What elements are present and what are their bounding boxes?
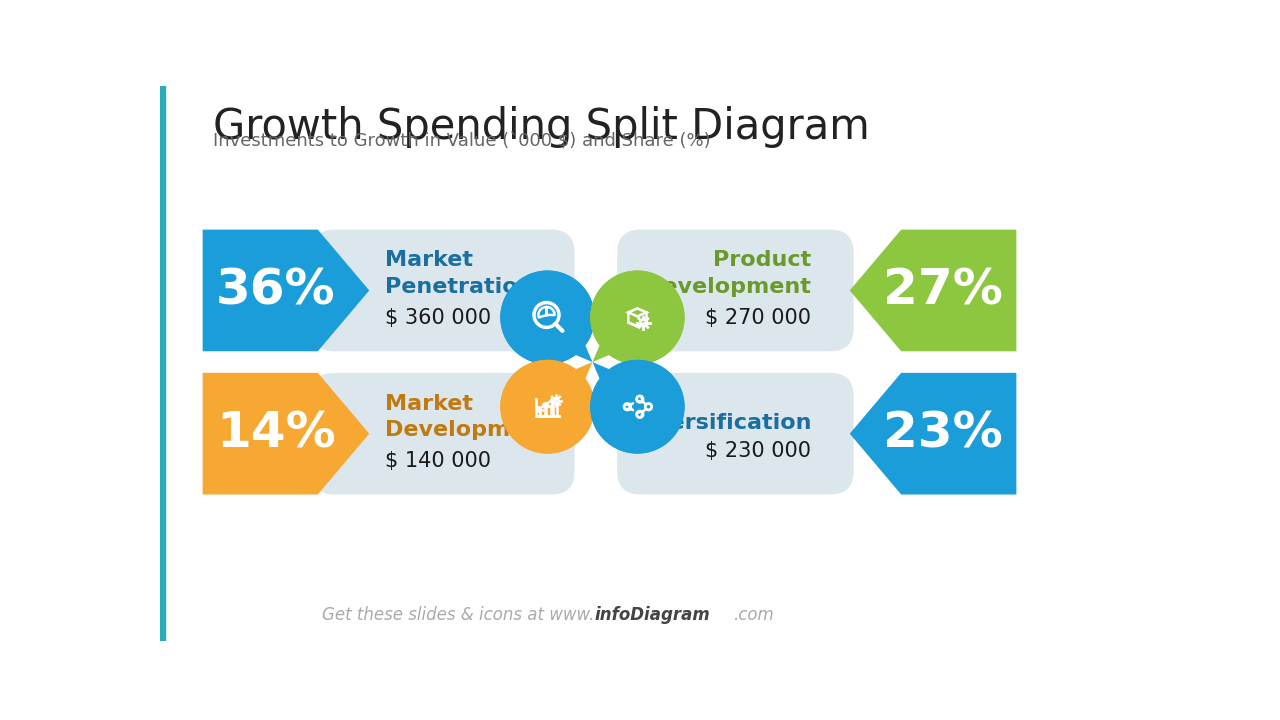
Text: $ 360 000: $ 360 000 (385, 308, 492, 328)
Text: Growth Spending Split Diagram: Growth Spending Split Diagram (212, 106, 869, 148)
Polygon shape (593, 300, 655, 362)
Text: 23%: 23% (883, 410, 1004, 458)
Text: Product
Development: Product Development (644, 251, 812, 297)
Bar (547, 406, 550, 415)
Circle shape (591, 361, 684, 453)
FancyBboxPatch shape (617, 230, 854, 351)
Polygon shape (850, 373, 1016, 495)
Text: 27%: 27% (883, 266, 1004, 315)
Circle shape (591, 271, 684, 364)
Bar (540, 410, 545, 415)
Text: Get these slides & icons at www.: Get these slides & icons at www. (321, 606, 594, 624)
Text: Market
Penetration: Market Penetration (385, 251, 534, 297)
FancyBboxPatch shape (311, 373, 575, 495)
Polygon shape (530, 362, 593, 425)
FancyBboxPatch shape (311, 230, 575, 351)
Text: .com: .com (733, 606, 774, 624)
FancyBboxPatch shape (617, 373, 854, 495)
Text: Investments to Growth in Value (`000 $) and Share (%): Investments to Growth in Value (`000 $) … (212, 132, 710, 150)
Text: 14%: 14% (216, 410, 335, 458)
Polygon shape (202, 373, 369, 495)
Text: Diversification: Diversification (628, 413, 812, 433)
Circle shape (500, 271, 594, 364)
Text: infoDiagram: infoDiagram (594, 606, 709, 624)
Circle shape (500, 271, 594, 364)
Circle shape (591, 271, 684, 364)
Text: 36%: 36% (216, 266, 335, 315)
Circle shape (500, 361, 594, 453)
Polygon shape (850, 230, 1016, 351)
Polygon shape (593, 362, 655, 425)
Circle shape (591, 361, 684, 453)
Polygon shape (530, 300, 593, 362)
Text: $ 270 000: $ 270 000 (705, 308, 812, 328)
Bar (553, 403, 557, 415)
Text: $ 140 000: $ 140 000 (385, 451, 492, 472)
Bar (160, 86, 165, 641)
Polygon shape (202, 230, 369, 351)
Text: Market
Development: Market Development (385, 394, 552, 440)
Circle shape (500, 361, 594, 453)
Text: $ 230 000: $ 230 000 (705, 441, 812, 461)
